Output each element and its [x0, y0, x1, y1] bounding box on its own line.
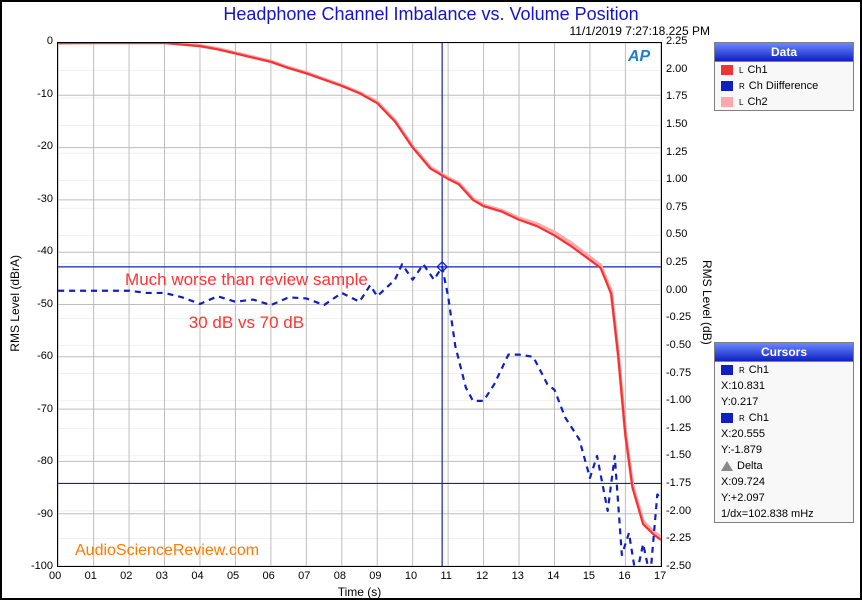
cursor-item[interactable]: R Ch1: [715, 410, 853, 426]
x-tick: 10: [405, 570, 417, 582]
y2-tick: 0.50: [666, 228, 701, 240]
y-axis-label: RMS Level (dBrA): [8, 255, 22, 352]
chart-frame: Headphone Channel Imbalance vs. Volume P…: [0, 0, 862, 600]
x-tick: 05: [227, 570, 239, 582]
y2-tick: -0.50: [666, 339, 701, 351]
y2-tick: 2.25: [666, 35, 701, 47]
y-tick: -60: [23, 350, 53, 362]
x-tick: 12: [476, 570, 488, 582]
y2-tick: -1.00: [666, 394, 701, 406]
y2-tick: 1.50: [666, 118, 701, 130]
x-tick: 01: [85, 570, 97, 582]
x-tick: 17: [654, 570, 666, 582]
y2-tick: -2.25: [666, 532, 701, 544]
cursors-header: Cursors: [715, 343, 853, 362]
y-tick: -90: [23, 508, 53, 520]
y2-tick: -1.50: [666, 449, 701, 461]
x-tick: 02: [120, 570, 132, 582]
cursor-label: Ch1: [749, 364, 769, 376]
legend-sup: L: [739, 66, 743, 75]
annotation-line2: 30 dB vs 70 dB: [189, 313, 304, 332]
legend-item[interactable]: L Ch1: [715, 62, 853, 78]
cursor-swatch: [721, 413, 733, 423]
legend-item[interactable]: R Ch Diifference: [715, 78, 853, 94]
legend-swatch: [721, 97, 733, 107]
y2-tick: 1.75: [666, 90, 701, 102]
x-tick: 16: [618, 570, 630, 582]
watermark: AudioScienceReview.com: [75, 541, 259, 561]
legend-label: Ch1: [747, 64, 767, 76]
y-tick: -20: [23, 140, 53, 152]
y-tick: -70: [23, 403, 53, 415]
x-tick: 15: [583, 570, 595, 582]
x-tick: 11: [440, 570, 451, 582]
cursor-sup: R: [739, 366, 745, 375]
cursor-value: Y:-1.879: [715, 442, 853, 458]
y2-tick: 1.25: [666, 146, 701, 158]
delta-icon: [721, 461, 733, 471]
y2-tick: 0.75: [666, 201, 701, 213]
legend-swatch: [721, 65, 733, 75]
cursor-sup: R: [739, 414, 745, 423]
legend-label: Ch Diifference: [749, 80, 819, 92]
x-tick: 08: [334, 570, 346, 582]
y2-tick: -0.75: [666, 367, 701, 379]
cursor-item[interactable]: R Ch1: [715, 362, 853, 378]
x-tick: 07: [298, 570, 310, 582]
y2-tick: 2.00: [666, 63, 701, 75]
legend-item[interactable]: L Ch2: [715, 94, 853, 110]
ap-logo: AP: [628, 48, 650, 66]
cursor-label: Delta: [737, 460, 763, 472]
y2-tick: 0.25: [666, 256, 701, 268]
y-tick: 0: [23, 35, 53, 47]
x-tick: 09: [369, 570, 381, 582]
y-tick: -80: [23, 455, 53, 467]
cursors-panel: Cursors RCh1X:10.831Y:0.217RCh1X:20.555Y…: [714, 342, 854, 523]
cursor-value: X:20.555: [715, 426, 853, 442]
annotation-line1: Much worse than review sample: [125, 270, 368, 289]
y2-tick: -0.25: [666, 311, 701, 323]
cursor-swatch: [721, 365, 733, 375]
x-tick: 03: [156, 570, 168, 582]
cursor-value: X:10.831: [715, 378, 853, 394]
cursor-value: Y:+2.097: [715, 490, 853, 506]
y-tick: -10: [23, 88, 53, 100]
y-tick: -50: [23, 298, 53, 310]
legend-label: Ch2: [747, 96, 767, 108]
cursor-value: Y:0.217: [715, 394, 853, 410]
y2-tick: -2.00: [666, 505, 701, 517]
chart-title: Headphone Channel Imbalance vs. Volume P…: [2, 4, 860, 25]
legend-panel: Data L Ch1R Ch Diifference L Ch2: [714, 42, 854, 111]
x-tick: 04: [191, 570, 203, 582]
cursor-label: Ch1: [749, 412, 769, 424]
y2-tick: -2.50: [666, 560, 701, 572]
y-tick: -30: [23, 193, 53, 205]
x-tick: 13: [512, 570, 524, 582]
cursor-value: 1/dx=102.838 mHz: [715, 506, 853, 522]
x-tick: 06: [263, 570, 275, 582]
y-tick: -100: [23, 560, 53, 572]
y2-tick: 1.00: [666, 173, 701, 185]
y2-axis-label: RMS Level (dB): [700, 260, 714, 345]
y2-tick: -1.25: [666, 422, 701, 434]
y-tick: -40: [23, 245, 53, 257]
legend-header: Data: [715, 43, 853, 62]
legend-sup: R: [739, 82, 745, 91]
y2-tick: -1.75: [666, 477, 701, 489]
legend-sup: L: [739, 98, 743, 107]
x-axis-label: Time (s): [57, 585, 662, 599]
y2-tick: 0.00: [666, 284, 701, 296]
cursor-value: X:09.724: [715, 474, 853, 490]
legend-swatch: [721, 81, 733, 91]
cursor-item[interactable]: Delta: [715, 458, 853, 474]
annotation-red: Much worse than review sample 30 dB vs 7…: [82, 248, 392, 354]
x-tick: 14: [547, 570, 559, 582]
